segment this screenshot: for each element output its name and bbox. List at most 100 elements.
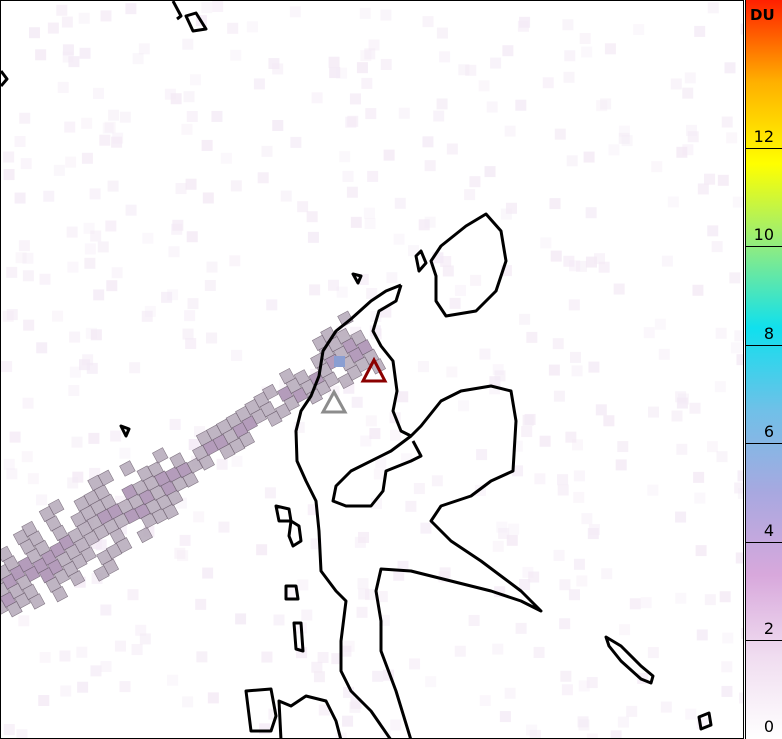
pixel-cell [420,522,432,534]
pixel-cell [643,327,655,339]
pixel-cell [721,661,733,673]
pixel-cell [676,443,688,455]
pixel-cell [68,385,80,397]
pixel-cell [711,241,723,253]
colorbar-tick [746,443,782,445]
pixel-cell [67,477,79,489]
pixel-cell [89,467,101,479]
pixel-cell [364,48,376,60]
pixel-cell [619,624,631,636]
pixel-cell [515,622,527,634]
pixel-cell [735,552,743,564]
pixel-cell [380,306,392,318]
pixel-cell [3,151,15,163]
pixel-cell [553,549,565,561]
pixel-cell [490,57,502,69]
pixel-cell [88,432,100,444]
pixel-cell [318,704,330,716]
coastline-bay [331,434,423,508]
colorbar-tick-label: 2 [763,619,774,639]
pixel-cell [212,1,224,13]
plume-cell [97,469,115,487]
pixel-cell [578,680,590,692]
pixel-cell [571,365,583,377]
pixel-cell [661,255,673,267]
pixel-cell [119,111,131,123]
pixel-cell [682,144,694,156]
pixel-cell [707,225,719,237]
pixel-cell [526,331,538,343]
pixel-cell [601,568,613,580]
pixel-cell [508,523,520,535]
island [414,249,428,273]
pixel-cell [77,681,89,693]
pixel-cell [52,310,64,322]
pixel-cell [654,318,666,330]
pixel-cell [436,98,448,110]
pixel-cell [69,366,81,378]
pixel-cell [170,93,182,105]
plume-cell [152,447,169,464]
pixel-cell [65,156,77,168]
pixel-cell [608,144,620,156]
pixel-cell [264,487,276,499]
pixel-cell [91,572,103,584]
pixel-cell [22,252,34,264]
pixel-cell [39,273,51,285]
pixel-cell [18,615,30,627]
pixel-cell [350,216,362,228]
volcano-triangle-icon[interactable] [320,388,348,414]
pixel-cell [714,381,726,393]
map-panel[interactable] [0,0,744,739]
pixel-cell [494,586,506,598]
pixel-cell [568,589,580,601]
pixel-cell [90,329,102,341]
pixel-cell [194,426,206,438]
colorbar-tick-label: 12 [753,126,774,146]
pixel-cell [22,270,34,282]
pixel-cell [360,50,372,62]
pixel-cell [738,692,743,704]
island [1,70,9,87]
pixel-cell [534,473,546,485]
pixel-cell [439,567,451,579]
pixel-cell [585,256,597,268]
volcano-triangle-icon[interactable] [360,356,388,383]
pixel-cell [579,33,591,45]
pixel-cell [169,418,181,430]
pixel-cell [47,22,59,34]
pixel-cell [19,112,31,124]
pixel-cell [336,67,348,79]
pixel-cell [685,124,697,136]
pixel-cell [9,431,21,443]
pixel-cell [446,143,458,155]
pixel-cell [629,598,641,610]
pixel-cell [79,359,91,371]
pixel-cell [740,23,743,35]
pixel-cell [517,20,529,32]
plume-cell [182,471,199,488]
island [244,687,278,733]
plume-cell [68,570,86,587]
pixel-cell [704,594,716,606]
pixel-cell [562,19,574,31]
island [119,424,131,438]
pixel-cell [167,674,179,686]
pixel-cell [424,160,436,172]
pixel-cell [127,589,139,601]
pixel-cell [174,547,186,559]
pixel-cell [175,183,187,195]
pixel-cell [257,172,269,184]
pixel-cell [732,196,743,208]
pixel-cell [231,455,243,467]
island [184,11,208,33]
pixel-cell [670,78,682,90]
pixel-cell [522,414,534,426]
pixel-cell [500,208,512,220]
pixel-cell [496,521,508,533]
pixel-cell [685,708,697,720]
pixel-cell [357,273,369,285]
pixel-cell [553,390,565,402]
pixel-cell [500,265,512,277]
pixel-cell [369,428,381,440]
